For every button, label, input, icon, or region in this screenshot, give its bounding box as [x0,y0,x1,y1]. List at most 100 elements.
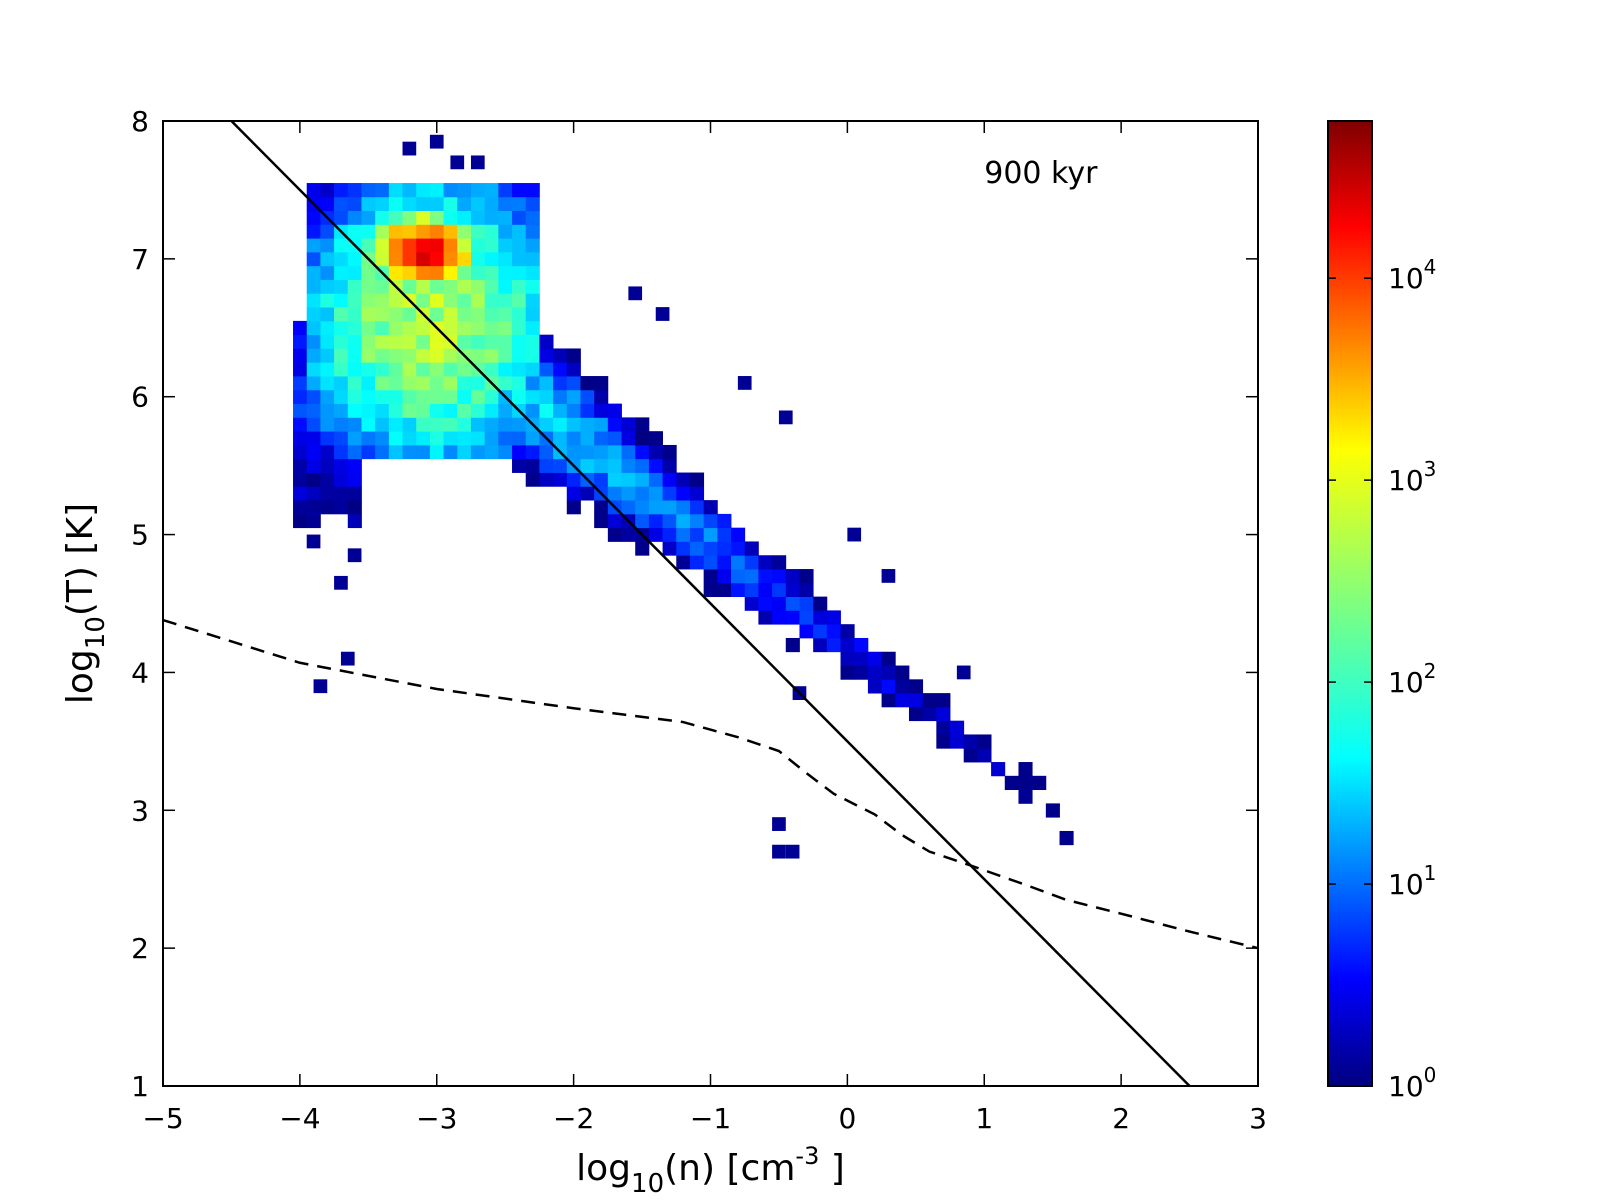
heatmap-cell [525,348,540,363]
time-annotation: 900 kyr [984,156,1098,191]
heatmap-cell [375,251,390,267]
heatmap-cell [388,196,403,212]
heatmap-cell [648,513,663,529]
heatmap-cell [388,238,403,253]
heatmap-cell [306,334,321,349]
heatmap-cell [293,376,308,391]
heatmap-cell [1018,775,1033,791]
heatmap-cell [375,362,390,377]
heatmap-cell [525,362,540,377]
heatmap-cell [293,348,308,363]
heatmap-cell [429,183,444,198]
heatmap-cell [402,403,417,418]
heatmap-cell [847,527,862,542]
heatmap-cell [525,403,540,418]
heatmap-cell [772,582,787,598]
heatmap-cell [457,403,472,418]
heatmap-cell [512,444,527,460]
heatmap-cell [594,431,609,446]
heatmap-cell [607,444,622,460]
heatmap-cell [717,555,732,570]
y-axis-ticks: 1 2 3 4 5 6 7 8 [131,105,1258,1103]
heatmap-cell [484,334,499,349]
heatmap-cell [388,389,403,405]
heatmap-cell [607,527,622,542]
heatmap-cell [594,458,609,473]
heatmap-cell [553,417,568,432]
colorbar-tick-label: 103 [1388,457,1436,497]
heatmap-cell [525,265,540,280]
heatmap-cell [525,210,540,225]
heatmap-cell [785,844,800,859]
heatmap-cell [512,293,527,308]
heatmap-cell [340,651,355,666]
heatmap-cell [306,210,321,225]
heatmap-cell [594,472,609,487]
heatmap-cell [525,307,540,322]
heatmap-cell [293,320,308,336]
heatmap-cell [361,238,376,253]
heatmap-cell [566,376,581,391]
heatmap-cell [621,472,636,487]
solid-line [230,121,1191,1086]
heatmap-cell [799,569,814,584]
heatmap-cell [402,210,417,225]
heatmap-cell [293,472,308,487]
heatmap-cell [950,720,965,735]
heatmap-cell [470,210,486,225]
heatmap-cell [1018,762,1033,777]
heatmap-cell [703,555,718,570]
heatmap-cell [580,486,595,501]
heatmap-cell [566,389,581,405]
heatmap-cell [306,486,321,501]
heatmap-cell [347,548,362,563]
heatmap-cell [334,320,349,336]
heatmap-cell [744,596,759,611]
heatmap-cell [580,376,595,391]
x-tick-label: −5 [142,1102,183,1135]
heatmap-cell [361,210,376,225]
heatmap-cell [703,513,718,529]
heatmap-cell [320,293,335,308]
heatmap-cell [655,307,670,321]
heatmap-cell [676,555,691,570]
heatmap-cell [402,444,417,460]
heatmap-cell [416,444,431,460]
heatmap-cell [621,417,636,432]
heatmap-cell [293,403,308,418]
heatmap-cell [956,665,971,680]
heatmap-cell [635,472,650,487]
heatmap-cell [375,334,390,349]
heatmap-cell [498,307,513,322]
heatmap-cell [1032,775,1047,791]
heatmap-cell [334,389,349,405]
heatmap-cell [334,251,349,267]
heatmap-cell [936,734,951,749]
heatmap-cell [470,238,486,253]
heatmap-cell [813,596,828,611]
y-tick-label: 4 [131,656,149,689]
heatmap-cell [457,224,472,239]
heatmap-cell [375,444,390,460]
heatmap-cell [388,362,403,377]
heatmap-cell [525,196,540,212]
heatmap-cell [306,417,321,432]
heatmap-cell [963,734,978,749]
heatmap-cell [566,417,581,432]
heatmap-cell [293,513,308,529]
heatmap-cell [662,458,677,473]
heatmap-cell [689,500,705,515]
heatmap-cell [498,362,513,377]
heatmap-cell [484,251,499,267]
heatmap-cell [936,720,951,735]
heatmap-cell [813,637,828,653]
heatmap-cell [908,693,924,708]
heatmap-cell [402,196,417,212]
heatmap-cell [553,403,568,418]
heatmap-cell [347,183,362,198]
heatmap-cell [361,444,376,460]
heatmap-cell [334,196,349,212]
heatmap-cell [334,210,349,225]
heatmap-cell [731,582,746,598]
heatmap-cell [498,224,513,239]
